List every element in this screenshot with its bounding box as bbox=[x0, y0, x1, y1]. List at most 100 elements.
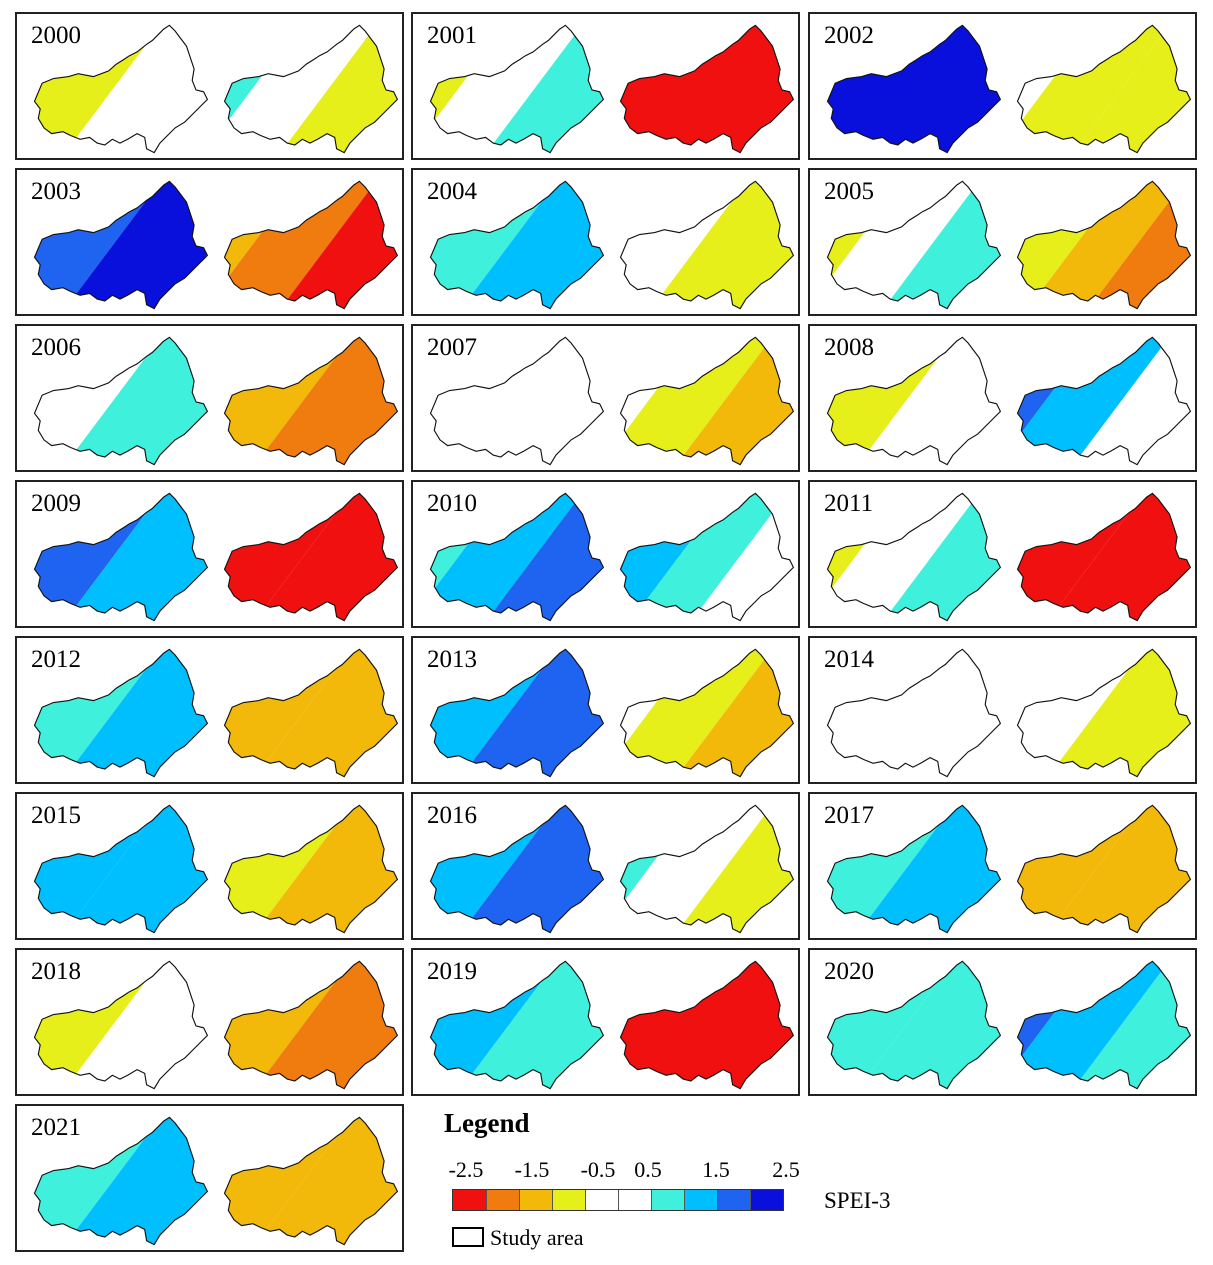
study-area-label: Study area bbox=[490, 1225, 584, 1250]
spei-map-right bbox=[223, 804, 399, 934]
legend-swatch bbox=[717, 1190, 750, 1210]
spei-map-left bbox=[429, 492, 605, 622]
study-area-outline bbox=[619, 336, 795, 466]
spei-map-left bbox=[826, 492, 1002, 622]
spei-zone bbox=[246, 493, 398, 621]
study-area-outline bbox=[619, 960, 795, 1090]
study-area-outline bbox=[1016, 180, 1192, 310]
study-area-outline bbox=[33, 648, 209, 778]
spei-map-left bbox=[826, 336, 1002, 466]
year-label: 2005 bbox=[824, 178, 874, 205]
legend-tick-label: -2.5 bbox=[448, 1157, 484, 1182]
year-panel: 2019 bbox=[411, 948, 800, 1096]
spei-zone bbox=[622, 493, 794, 621]
legend-swatch bbox=[486, 1190, 519, 1210]
year-label: 2020 bbox=[824, 958, 874, 985]
spei-map-left bbox=[429, 960, 605, 1090]
spei-map-left bbox=[826, 24, 1002, 154]
spei-zone bbox=[56, 649, 208, 777]
spei-map-right bbox=[223, 960, 399, 1090]
spei-zone bbox=[683, 493, 794, 621]
spei-map-left bbox=[33, 1116, 209, 1246]
spei-map-left bbox=[429, 648, 605, 778]
year-panel: 2001 bbox=[411, 12, 800, 160]
year-panel: 2006 bbox=[15, 324, 404, 472]
year-panel: 2010 bbox=[411, 480, 800, 628]
year-label: 2013 bbox=[427, 646, 477, 673]
legend-swatch bbox=[684, 1190, 717, 1210]
study-area-outline bbox=[619, 804, 795, 934]
spei-zone bbox=[620, 25, 794, 153]
spei-zone bbox=[1065, 337, 1191, 465]
spei-map-left bbox=[33, 180, 209, 310]
spei-zone bbox=[56, 961, 208, 1089]
study-area-outline bbox=[429, 648, 605, 778]
study-area-outline bbox=[429, 960, 605, 1090]
spei-map-right bbox=[1016, 492, 1192, 622]
spei-zone bbox=[452, 181, 604, 309]
year-panel: 2018 bbox=[15, 948, 404, 1096]
spei-zone bbox=[1017, 961, 1179, 1089]
year-panel: 2009 bbox=[15, 480, 404, 628]
spei-zone bbox=[452, 805, 604, 933]
spei-zone bbox=[224, 25, 386, 153]
spei-map-right bbox=[619, 804, 795, 934]
spei-map-right bbox=[223, 492, 399, 622]
spei-zone bbox=[1039, 493, 1191, 621]
year-label: 2007 bbox=[427, 334, 477, 361]
legend-color-bar bbox=[452, 1189, 784, 1211]
spei-map-right bbox=[1016, 24, 1192, 154]
year-panel: 2017 bbox=[808, 792, 1197, 940]
spei-map-right bbox=[1016, 960, 1192, 1090]
spei-zone bbox=[56, 337, 208, 465]
spei-map-left bbox=[33, 804, 209, 934]
spei-map-right bbox=[1016, 336, 1192, 466]
spei-map-right bbox=[1016, 804, 1192, 934]
spei-zone bbox=[1019, 181, 1191, 309]
study-area-outline bbox=[619, 180, 795, 310]
spei-zone bbox=[827, 493, 989, 621]
spei-zone bbox=[668, 805, 794, 933]
spei-map-right bbox=[619, 24, 795, 154]
spei-map-left bbox=[429, 804, 605, 934]
year-panel: 2002 bbox=[808, 12, 1197, 160]
spei-map-left bbox=[33, 492, 209, 622]
spei-zone bbox=[452, 961, 604, 1089]
spei-zone bbox=[1039, 649, 1191, 777]
study-area-outline bbox=[33, 24, 209, 154]
spei-map-left bbox=[429, 180, 605, 310]
spei-zone bbox=[224, 181, 386, 309]
study-area-outline bbox=[826, 180, 1002, 310]
study-area-outline bbox=[33, 804, 209, 934]
spei-zone bbox=[668, 649, 794, 777]
year-panel: 2020 bbox=[808, 948, 1197, 1096]
year-label: 2012 bbox=[31, 646, 81, 673]
study-area-outline bbox=[223, 336, 399, 466]
study-area-outline bbox=[1016, 336, 1192, 466]
study-area-outline bbox=[33, 1116, 209, 1246]
study-area-outline bbox=[826, 336, 1002, 466]
study-area-outline bbox=[223, 1116, 399, 1246]
spei-map-left bbox=[33, 648, 209, 778]
spei-zone bbox=[56, 25, 208, 153]
year-label: 2016 bbox=[427, 802, 477, 829]
legend-swatch bbox=[453, 1190, 486, 1210]
spei-map-right bbox=[223, 180, 399, 310]
spei-zone bbox=[272, 181, 398, 309]
year-label: 2014 bbox=[824, 646, 874, 673]
year-panel: 2004 bbox=[411, 168, 800, 316]
spei-zone bbox=[875, 181, 1001, 309]
study-area-outline bbox=[33, 180, 209, 310]
spei-zone bbox=[875, 493, 1001, 621]
year-label: 2009 bbox=[31, 490, 81, 517]
spei-map-right bbox=[619, 960, 795, 1090]
spei-map-right bbox=[1016, 648, 1192, 778]
year-label: 2017 bbox=[824, 802, 874, 829]
study-area-outline bbox=[223, 24, 399, 154]
spei-map-left bbox=[33, 960, 209, 1090]
spei-map-left bbox=[429, 24, 605, 154]
year-panel: 2012 bbox=[15, 636, 404, 784]
spei-zone bbox=[430, 493, 592, 621]
study-area-outline bbox=[223, 180, 399, 310]
spei-zone bbox=[1017, 337, 1179, 465]
